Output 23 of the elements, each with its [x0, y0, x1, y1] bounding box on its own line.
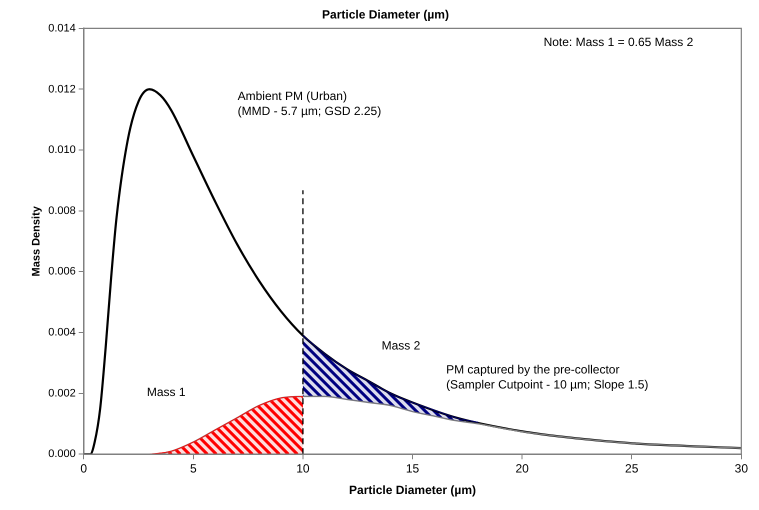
y-tick-label: 0.012: [48, 83, 76, 96]
annotation: Mass 2: [382, 338, 421, 352]
y-tick-label: 0.000: [48, 448, 76, 460]
annotation: Note: Mass 1 = 0.65 Mass 2: [544, 35, 694, 50]
x-tick-label: 0: [80, 462, 88, 476]
annotation: PM captured by the pre-collector (Sampler Cutpoint - 10 µm; Slope 1.5): [446, 362, 648, 392]
y-tick-label: 0.002: [48, 387, 76, 400]
x-tick-label: 30: [734, 462, 748, 476]
x-tick-label: 25: [625, 462, 639, 476]
chart-title: Particle Diameter (µm): [322, 8, 449, 22]
y-tick-label: 0.004: [48, 326, 76, 339]
annotation: Ambient PM (Urban) (MMD - 5.7 µm; GSD 2.25): [238, 88, 382, 118]
x-axis-title: Particle Diameter (µm): [349, 483, 476, 498]
y-tick-label: 0.014: [48, 22, 76, 34]
x-tick-label: 15: [406, 462, 420, 476]
y-tick-label: 0.006: [48, 266, 76, 278]
x-tick-label: 5: [190, 462, 197, 476]
annotation: Mass 1: [146, 385, 186, 400]
y-tick-label: 0.008: [48, 204, 76, 217]
y-axis-title: Mass Density: [30, 205, 43, 276]
x-tick-label: 10: [296, 462, 310, 476]
y-tick-label: 0.010: [48, 144, 76, 156]
x-tick-label: 20: [515, 462, 530, 476]
